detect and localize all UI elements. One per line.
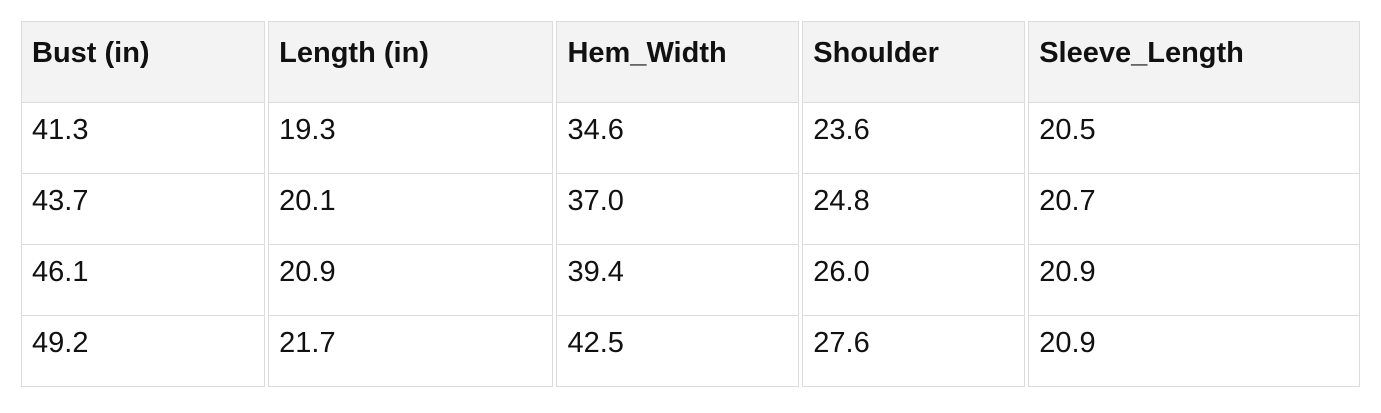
table-cell: 39.4 bbox=[556, 245, 800, 316]
table-cell: 24.8 bbox=[802, 174, 1026, 245]
table-cell: 20.9 bbox=[1028, 316, 1360, 387]
column-header-hem-width: Hem_Width bbox=[556, 21, 800, 103]
table-row: 46.1 20.9 39.4 26.0 20.9 bbox=[21, 245, 1360, 316]
table-cell: 49.2 bbox=[21, 316, 266, 387]
table-cell: 46.1 bbox=[21, 245, 266, 316]
table-row: 49.2 21.7 42.5 27.6 20.9 bbox=[21, 316, 1360, 387]
column-header-bust: Bust (in) bbox=[21, 21, 266, 103]
table-cell: 20.1 bbox=[268, 174, 554, 245]
table-cell: 23.6 bbox=[802, 103, 1026, 174]
table-cell: 43.7 bbox=[21, 174, 266, 245]
table-cell: 26.0 bbox=[802, 245, 1026, 316]
table-cell: 34.6 bbox=[556, 103, 800, 174]
table-row: 41.3 19.3 34.6 23.6 20.5 bbox=[21, 103, 1360, 174]
table-row: 43.7 20.1 37.0 24.8 20.7 bbox=[21, 174, 1360, 245]
table-cell: 20.5 bbox=[1028, 103, 1360, 174]
table-cell: 21.7 bbox=[268, 316, 554, 387]
table-cell: 37.0 bbox=[556, 174, 800, 245]
table-cell: 20.7 bbox=[1028, 174, 1360, 245]
column-header-length: Length (in) bbox=[268, 21, 554, 103]
column-header-shoulder: Shoulder bbox=[802, 21, 1026, 103]
size-chart-table: Bust (in) Length (in) Hem_Width Shoulder… bbox=[18, 21, 1363, 387]
table-cell: 42.5 bbox=[556, 316, 800, 387]
table-cell: 27.6 bbox=[802, 316, 1026, 387]
column-header-sleeve-length: Sleeve_Length bbox=[1028, 21, 1360, 103]
table-cell: 19.3 bbox=[268, 103, 554, 174]
header-row: Bust (in) Length (in) Hem_Width Shoulder… bbox=[21, 21, 1360, 103]
table-cell: 41.3 bbox=[21, 103, 266, 174]
table-cell: 20.9 bbox=[1028, 245, 1360, 316]
table-cell: 20.9 bbox=[268, 245, 554, 316]
